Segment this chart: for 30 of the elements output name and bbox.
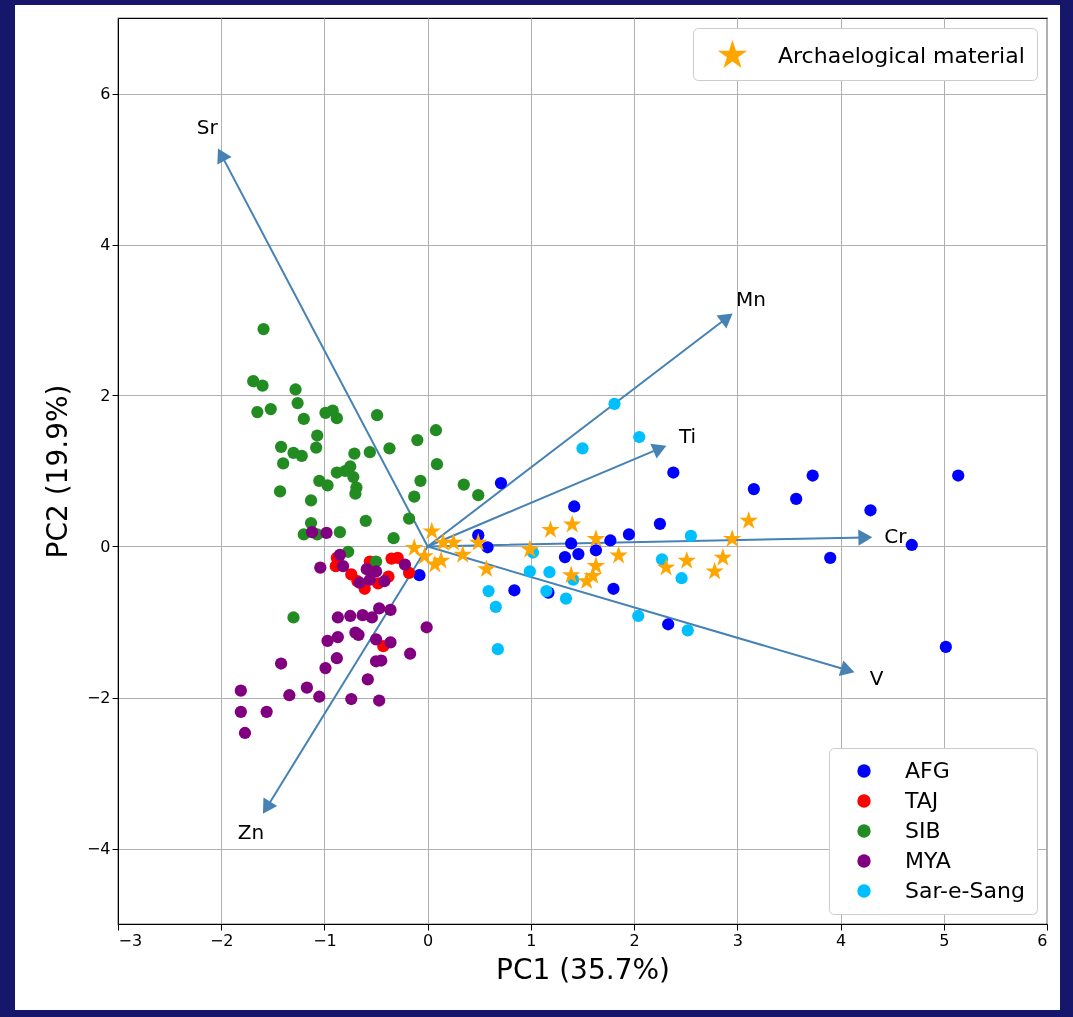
x-tick-label: −3 (118, 930, 143, 950)
series-label: Cr (884, 523, 908, 548)
x-tick-label: −2 (209, 930, 234, 950)
legend-label: Sar-e-Sang (905, 878, 1025, 903)
y-tick-label: −2 (86, 688, 111, 707)
x-tick-label: 6 (1037, 930, 1048, 950)
y-tick-label: 6 (100, 84, 111, 103)
x-tick-label: 0 (423, 930, 434, 950)
y-tick-label: −4 (86, 839, 111, 858)
x-tick-label: 1 (526, 930, 537, 950)
x-tick-label: 5 (939, 930, 950, 950)
legend-label: Archaelogical material (778, 42, 1025, 68)
x-tick-label: 2 (629, 930, 640, 950)
x-tick-label: 3 (732, 930, 743, 950)
series-label: Ti (677, 423, 697, 448)
x-tick-label: 4 (835, 930, 847, 950)
legend-label: AFG (905, 758, 950, 783)
series-label: Sr (196, 115, 219, 140)
series-label: Mn (735, 286, 766, 311)
series-label: V (869, 665, 884, 690)
y-axis-title: PC2 (19.9%) (40, 384, 74, 559)
legend-label: SIB (905, 818, 941, 843)
x-tick-label: −1 (313, 930, 337, 950)
x-axis-title: PC1 (35.7%) (496, 952, 670, 986)
series-label: Zn (237, 820, 265, 845)
legend-label: MYA (905, 848, 951, 873)
y-tick-label: 0 (100, 537, 111, 556)
legend-label: TAJ (904, 788, 939, 813)
y-tick-label: 4 (100, 235, 111, 254)
y-tick-label: 2 (100, 386, 111, 405)
